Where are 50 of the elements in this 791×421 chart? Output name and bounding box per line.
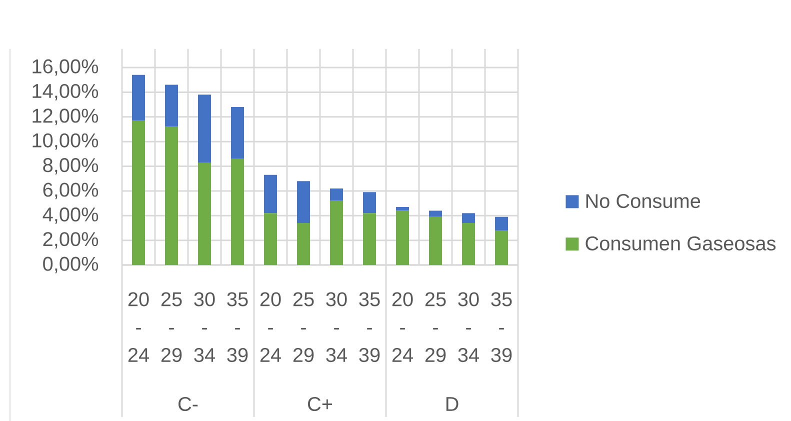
x-tick-label: 30 - 34 xyxy=(326,292,348,362)
x-tick-label: 30 - 34 xyxy=(458,292,480,362)
y-tick-label: 6,00% xyxy=(43,182,98,200)
x-tick-label: 25 - 29 xyxy=(425,292,446,362)
bar xyxy=(264,213,278,265)
bar xyxy=(330,200,344,265)
x-tick-label: 20 - 24 xyxy=(392,292,414,362)
bar xyxy=(462,223,476,265)
x-tick-label: 25 - 29 xyxy=(161,292,182,362)
bar xyxy=(231,158,244,265)
x-tick-label: 35 - 39 xyxy=(359,292,380,362)
bar xyxy=(198,162,212,265)
bar xyxy=(330,188,344,201)
bar xyxy=(132,120,146,265)
text: D xyxy=(446,397,458,411)
bar xyxy=(396,210,410,265)
bar xyxy=(264,174,278,214)
y-tick-label: 12,00% xyxy=(32,108,98,126)
bar xyxy=(396,206,410,211)
y-tick-label: 4,00% xyxy=(42,207,98,224)
bar xyxy=(198,94,212,163)
bar xyxy=(297,223,310,265)
bar xyxy=(165,84,178,127)
y-tick-label: 8,00% xyxy=(43,158,98,174)
legend-label: No Consume xyxy=(586,194,700,208)
bar xyxy=(297,181,310,224)
bar xyxy=(363,192,376,214)
y-tick-label: 10,00% xyxy=(32,133,98,150)
bar xyxy=(165,126,178,265)
bar xyxy=(363,213,376,265)
y-tick-label: 14,00% xyxy=(32,84,98,100)
bar xyxy=(462,213,476,224)
legend-label: Consumen Gaseosas xyxy=(586,236,776,250)
text: C- xyxy=(178,396,198,412)
bar xyxy=(429,210,442,217)
x-tick-label: 35 - 39 xyxy=(491,292,512,362)
y-tick-label: 0,00% xyxy=(43,256,98,274)
text: C+ xyxy=(308,396,332,412)
y-tick-label: 16,00% xyxy=(32,59,98,76)
x-tick-label: 20 - 24 xyxy=(260,292,282,362)
bar xyxy=(132,74,146,121)
bar xyxy=(495,230,508,265)
x-tick-label: 30 - 34 xyxy=(194,292,216,362)
bar xyxy=(495,216,508,230)
x-tick-label: 25 - 29 xyxy=(293,292,314,362)
bar xyxy=(231,107,244,159)
bar xyxy=(429,216,442,265)
x-tick-label: 35 - 39 xyxy=(227,292,248,362)
y-tick-label: 2,00% xyxy=(43,232,98,249)
x-tick-label: 20 - 24 xyxy=(128,292,149,362)
